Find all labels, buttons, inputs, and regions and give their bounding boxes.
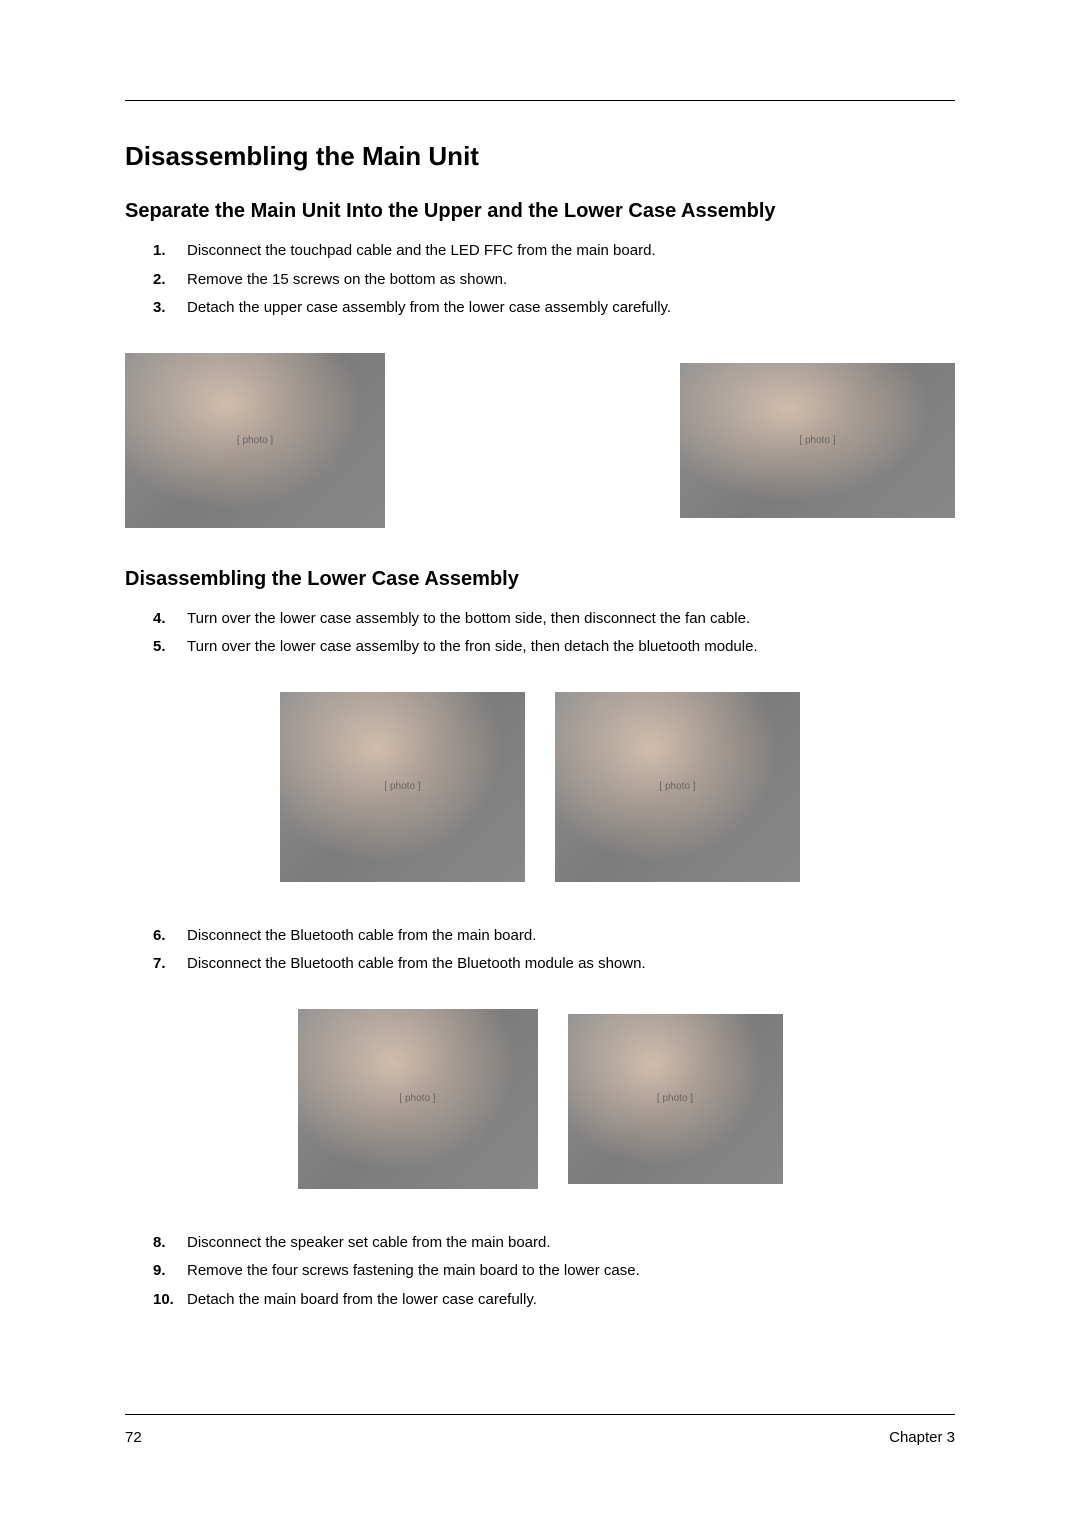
step-num: 7.: [153, 950, 187, 979]
step-text: Remove the 15 screws on the bottom as sh…: [187, 266, 507, 295]
step-num: 4.: [153, 605, 187, 634]
step-text: Disconnect the Bluetooth cable from the …: [187, 950, 646, 979]
step-num: 1.: [153, 237, 187, 266]
step-text: Detach the upper case assembly from the …: [187, 294, 671, 323]
step-text: Remove the four screws fastening the mai…: [187, 1257, 640, 1286]
figure-bluetooth-module: [ photo ]: [555, 692, 800, 882]
step-text: Turn over the lower case assemlby to the…: [187, 633, 758, 662]
step-item: 7.Disconnect the Bluetooth cable from th…: [153, 950, 955, 979]
section-2-steps-a: 4.Turn over the lower case assembly to t…: [125, 605, 955, 662]
step-text: Detach the main board from the lower cas…: [187, 1286, 537, 1315]
step-num: 10.: [153, 1286, 187, 1315]
section-2-steps-c: 8.Disconnect the speaker set cable from …: [125, 1229, 955, 1315]
page-number: 72: [125, 1429, 142, 1446]
step-text: Turn over the lower case assembly to the…: [187, 605, 750, 634]
step-item: 3.Detach the upper case assembly from th…: [153, 294, 955, 323]
section-1-images: [ photo ] [ photo ]: [125, 353, 955, 528]
section-2-steps-b: 6.Disconnect the Bluetooth cable from th…: [125, 922, 955, 979]
chapter-label: Chapter 3: [889, 1429, 955, 1446]
step-num: 6.: [153, 922, 187, 951]
step-item: 1.Disconnect the touchpad cable and the …: [153, 237, 955, 266]
step-text: Disconnect the Bluetooth cable from the …: [187, 922, 536, 951]
section-2-title: Disassembling the Lower Case Assembly: [125, 568, 955, 591]
step-item: 9.Remove the four screws fastening the m…: [153, 1257, 955, 1286]
step-item: 2.Remove the 15 screws on the bottom as …: [153, 266, 955, 295]
top-rule: [125, 100, 955, 101]
step-item: 5.Turn over the lower case assemlby to t…: [153, 633, 955, 662]
step-item: 4.Turn over the lower case assembly to t…: [153, 605, 955, 634]
page-footer: 72 Chapter 3: [125, 1429, 955, 1446]
step-item: 8.Disconnect the speaker set cable from …: [153, 1229, 955, 1258]
section-2-images-b: [ photo ] [ photo ]: [125, 1009, 955, 1189]
figure-bluetooth-cable-board: [ photo ]: [298, 1009, 538, 1189]
page-title: Disassembling the Main Unit: [125, 141, 955, 172]
step-item: 10.Detach the main board from the lower …: [153, 1286, 955, 1315]
footer-rule: [125, 1414, 955, 1415]
step-text: Disconnect the touchpad cable and the LE…: [187, 237, 656, 266]
figure-bluetooth-cable-module: [ photo ]: [568, 1014, 783, 1184]
section-1-title: Separate the Main Unit Into the Upper an…: [125, 200, 955, 223]
figure-separating-case: [ photo ]: [680, 363, 955, 518]
step-text: Disconnect the speaker set cable from th…: [187, 1229, 551, 1258]
figure-fan-cable: [ photo ]: [280, 692, 525, 882]
figure-screw-locations: [ photo ]: [125, 353, 385, 528]
step-num: 2.: [153, 266, 187, 295]
step-num: 3.: [153, 294, 187, 323]
step-item: 6.Disconnect the Bluetooth cable from th…: [153, 922, 955, 951]
step-num: 9.: [153, 1257, 187, 1286]
step-num: 8.: [153, 1229, 187, 1258]
step-num: 5.: [153, 633, 187, 662]
section-1-steps: 1.Disconnect the touchpad cable and the …: [125, 237, 955, 323]
section-2-images-a: [ photo ] [ photo ]: [125, 692, 955, 882]
